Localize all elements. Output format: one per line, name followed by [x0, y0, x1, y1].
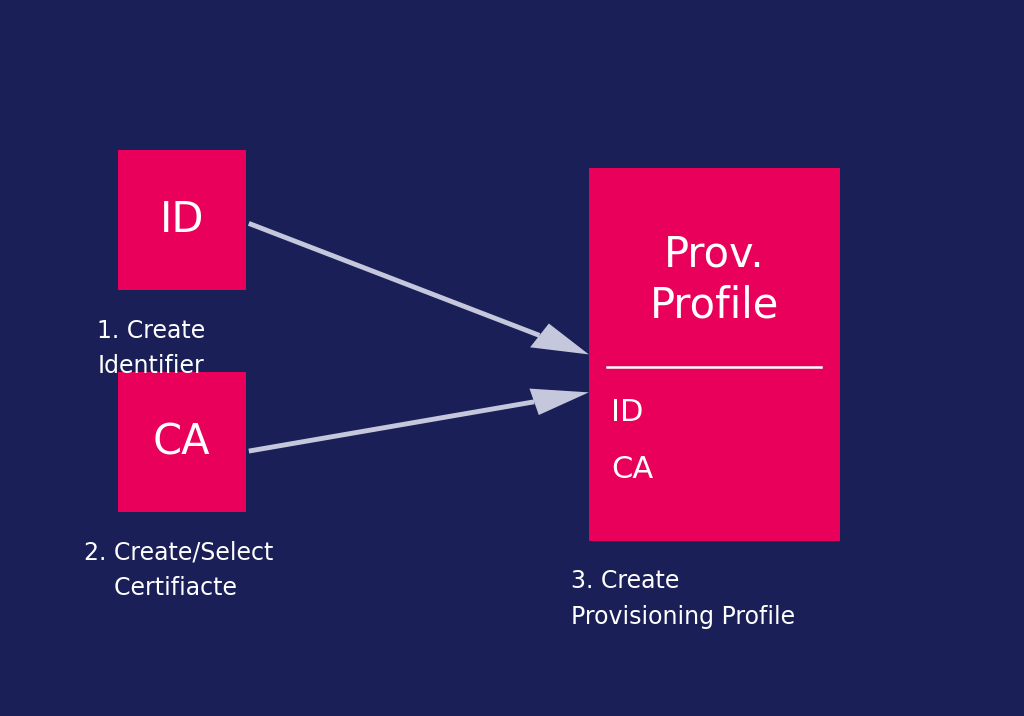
Text: ID: ID	[160, 199, 204, 241]
Text: ID: ID	[611, 397, 644, 427]
Text: 1. Create
Identifier: 1. Create Identifier	[97, 319, 206, 378]
Text: CA: CA	[153, 421, 211, 463]
Polygon shape	[530, 324, 589, 354]
FancyBboxPatch shape	[118, 150, 246, 290]
Text: Prov.
Profile: Prov. Profile	[649, 233, 779, 327]
FancyBboxPatch shape	[589, 168, 840, 541]
Text: 2. Create/Select
    Certifiacte: 2. Create/Select Certifiacte	[84, 541, 273, 600]
Text: CA: CA	[611, 455, 653, 484]
Polygon shape	[529, 389, 589, 415]
FancyBboxPatch shape	[118, 372, 246, 512]
Text: 3. Create
Provisioning Profile: 3. Create Provisioning Profile	[571, 569, 796, 629]
